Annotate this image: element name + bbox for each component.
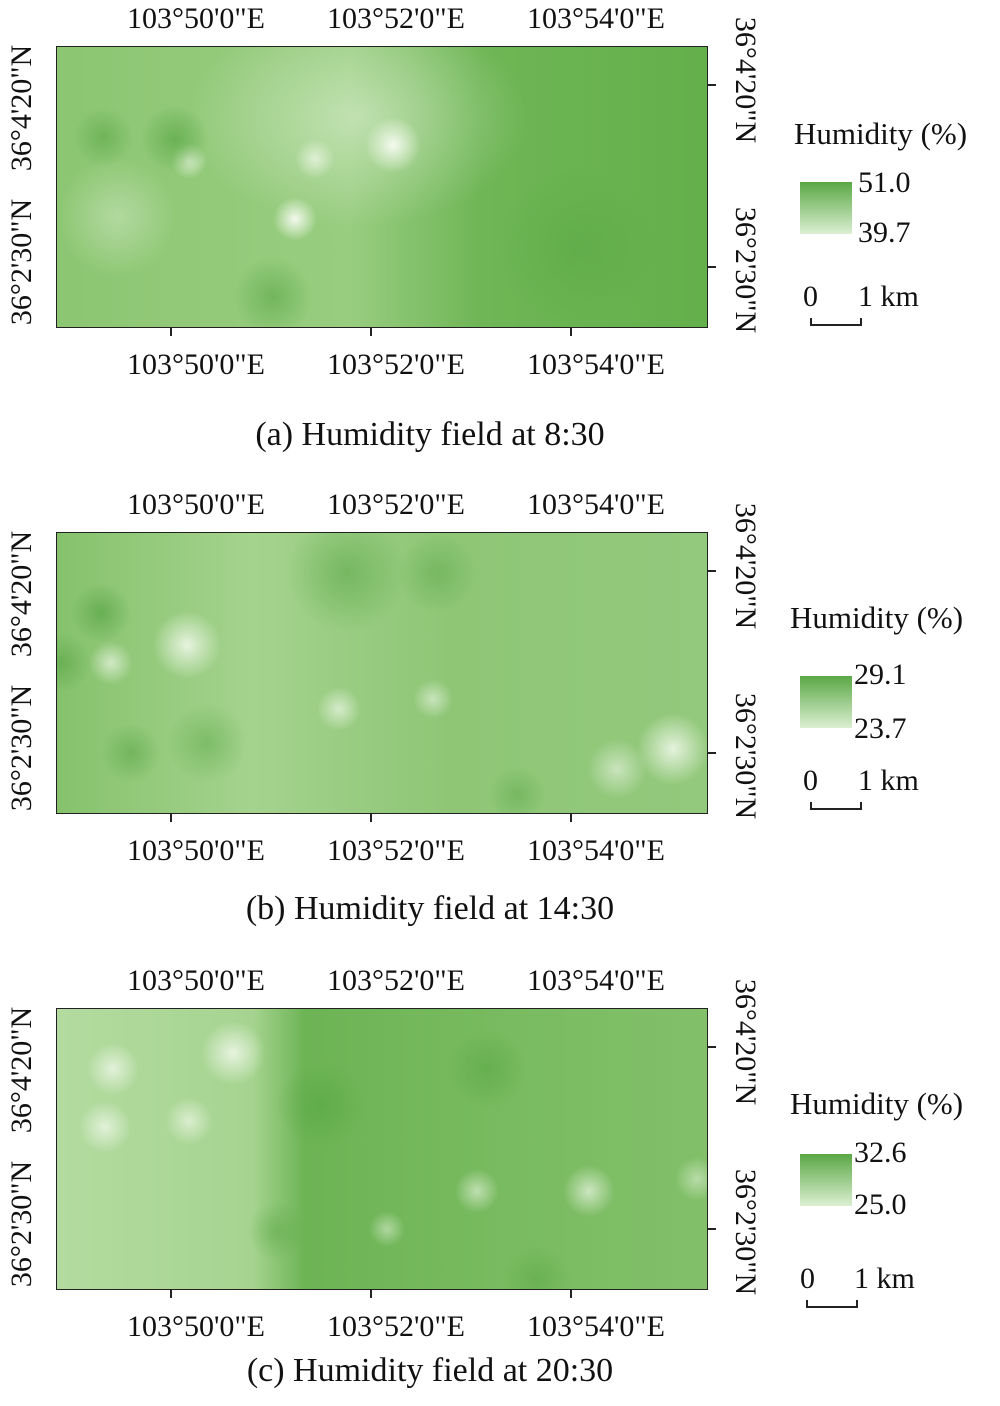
lon-tick bbox=[370, 814, 372, 822]
lon-label-top: 103°50'0"E bbox=[127, 2, 265, 35]
scale-bar bbox=[810, 802, 862, 810]
lon-label-bottom: 103°52'0"E bbox=[327, 1310, 465, 1343]
lon-tick bbox=[370, 1290, 372, 1298]
scale-zero: 0 bbox=[803, 764, 818, 797]
lat-tick bbox=[708, 266, 716, 268]
lon-label-bottom: 103°50'0"E bbox=[127, 834, 265, 867]
legend-min: 25.0 bbox=[854, 1188, 907, 1221]
legend-color-ramp bbox=[800, 182, 852, 234]
lat-label-right: 36°2'30"N bbox=[729, 1168, 762, 1296]
lat-label-left: 36°2'30"N bbox=[5, 198, 38, 326]
lon-label-bottom: 103°52'0"E bbox=[327, 834, 465, 867]
lon-label-bottom: 103°50'0"E bbox=[127, 1310, 265, 1343]
scale-distance: 1 km bbox=[858, 764, 919, 797]
lon-label-top: 103°50'0"E bbox=[127, 964, 265, 997]
lat-tick bbox=[708, 84, 716, 86]
humidity-raster bbox=[57, 533, 707, 813]
scale-zero: 0 bbox=[800, 1262, 815, 1295]
lat-label-right: 36°4'20"N bbox=[729, 502, 762, 630]
lon-label-bottom: 103°50'0"E bbox=[127, 348, 265, 381]
lat-label-right: 36°2'30"N bbox=[729, 206, 762, 334]
humidity-raster bbox=[57, 1009, 707, 1289]
scale-distance: 1 km bbox=[858, 280, 919, 313]
humidity-map bbox=[56, 46, 708, 328]
legend-max: 29.1 bbox=[854, 658, 907, 691]
panel-caption: (b) Humidity field at 14:30 bbox=[245, 890, 615, 927]
lat-label-right: 36°4'20"N bbox=[729, 16, 762, 144]
lon-label-top: 103°52'0"E bbox=[327, 488, 465, 521]
panel-caption: (c) Humidity field at 20:30 bbox=[246, 1352, 614, 1389]
lon-tick bbox=[570, 814, 572, 822]
lon-label-bottom: 103°54'0"E bbox=[527, 834, 665, 867]
lat-label-left: 36°2'30"N bbox=[5, 1160, 38, 1288]
lat-label-left: 36°2'30"N bbox=[5, 684, 38, 812]
lon-label-top: 103°54'0"E bbox=[527, 2, 665, 35]
panel-caption: (a) Humidity field at 8:30 bbox=[255, 416, 605, 453]
humidity-raster bbox=[57, 47, 707, 327]
scale-zero: 0 bbox=[803, 280, 818, 313]
lon-label-bottom: 103°52'0"E bbox=[327, 348, 465, 381]
lon-tick bbox=[570, 328, 572, 336]
lon-label-top: 103°50'0"E bbox=[127, 488, 265, 521]
lon-label-top: 103°52'0"E bbox=[327, 964, 465, 997]
lat-tick bbox=[708, 752, 716, 754]
lon-label-bottom: 103°54'0"E bbox=[527, 1310, 665, 1343]
legend-title: Humidity (%) bbox=[794, 116, 968, 151]
lat-label-left: 36°4'20"N bbox=[5, 1006, 38, 1134]
legend-min: 23.7 bbox=[854, 712, 907, 745]
lat-tick bbox=[708, 570, 716, 572]
lon-tick bbox=[170, 1290, 172, 1298]
lat-label-left: 36°4'20"N bbox=[5, 44, 38, 172]
lat-label-right: 36°4'20"N bbox=[729, 978, 762, 1106]
humidity-map bbox=[56, 532, 708, 814]
lat-label-right: 36°2'30"N bbox=[729, 692, 762, 820]
lon-label-top: 103°52'0"E bbox=[327, 2, 465, 35]
legend-title: Humidity (%) bbox=[790, 1086, 964, 1121]
legend-color-ramp bbox=[800, 676, 852, 728]
scale-bar bbox=[806, 1300, 858, 1308]
scale-bar bbox=[810, 318, 862, 326]
lon-tick bbox=[170, 328, 172, 336]
lon-tick bbox=[170, 814, 172, 822]
lon-tick bbox=[370, 328, 372, 336]
legend-max: 32.6 bbox=[854, 1136, 907, 1169]
legend-color-ramp bbox=[800, 1154, 852, 1206]
legend-max: 51.0 bbox=[858, 166, 911, 199]
legend-min: 39.7 bbox=[858, 216, 911, 249]
lon-label-bottom: 103°54'0"E bbox=[527, 348, 665, 381]
legend-title: Humidity (%) bbox=[790, 600, 964, 635]
lat-tick bbox=[708, 1046, 716, 1048]
lon-label-top: 103°54'0"E bbox=[527, 964, 665, 997]
lat-tick bbox=[708, 1228, 716, 1230]
lat-label-left: 36°4'20"N bbox=[5, 530, 38, 658]
scale-distance: 1 km bbox=[854, 1262, 915, 1295]
humidity-map bbox=[56, 1008, 708, 1290]
lon-label-top: 103°54'0"E bbox=[527, 488, 665, 521]
lon-tick bbox=[570, 1290, 572, 1298]
